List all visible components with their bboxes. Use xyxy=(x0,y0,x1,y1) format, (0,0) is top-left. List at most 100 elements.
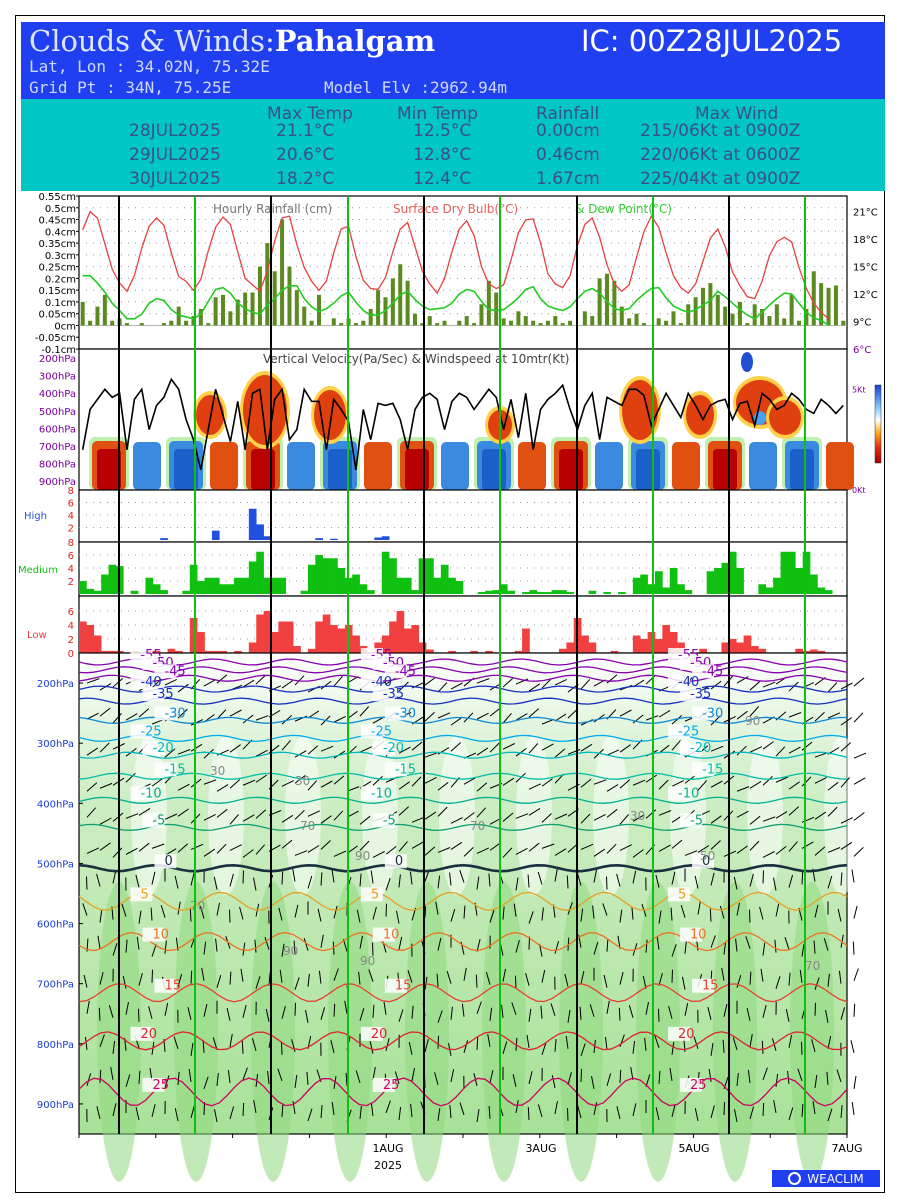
isotherm xyxy=(78,666,848,674)
isotherm xyxy=(78,674,848,682)
vv-shade-core xyxy=(174,449,198,490)
wind-barb xyxy=(279,969,283,983)
wind-barb xyxy=(255,809,267,819)
wind-barb xyxy=(814,711,825,722)
wind-barb xyxy=(307,810,321,817)
logo-icon xyxy=(788,1172,802,1185)
humidity-label: 90 xyxy=(355,849,370,863)
isotherm-label: -45 xyxy=(164,664,185,679)
isotherm-label: -20 xyxy=(690,741,711,756)
wind-barb xyxy=(580,679,591,690)
isotherm-label: -15 xyxy=(395,762,416,777)
wind-barb xyxy=(125,772,136,783)
wind-barb xyxy=(749,815,761,825)
wind-barb xyxy=(814,1002,816,1016)
wind-barb xyxy=(461,1003,465,1017)
wind-barb xyxy=(827,712,841,719)
vv-y-ticks: 200hPa 300hPa 400hPa 500hPa 600hPa 700hPa 800h… xyxy=(39,354,76,488)
cloud-bar xyxy=(662,587,671,594)
isotherm-label-bg xyxy=(130,887,153,902)
wind-barb xyxy=(476,876,480,890)
rain-bar xyxy=(553,316,558,326)
isotherm-label-bg xyxy=(360,887,383,902)
wind-barb xyxy=(554,1038,557,1052)
isotherm-label: -30 xyxy=(164,706,185,721)
isotherm-label: 10 xyxy=(690,928,707,943)
wind-barb xyxy=(761,1040,764,1054)
isotherm xyxy=(78,751,848,759)
isotherm-label: 0 xyxy=(395,854,403,869)
humidity-label: 30 xyxy=(630,809,645,823)
rain-bar xyxy=(538,323,543,326)
rain-bar xyxy=(811,271,816,326)
model-elevation: Model Elv :2962.94m xyxy=(324,78,508,97)
wind-barb xyxy=(359,1105,362,1120)
wind-barb xyxy=(372,906,377,920)
wind-barb xyxy=(823,938,829,951)
wind-barb xyxy=(281,1006,286,1019)
vv-shade-core xyxy=(790,449,814,490)
wind-barb xyxy=(292,1101,296,1115)
cloud-bar xyxy=(248,561,257,594)
cloud-bar xyxy=(743,635,752,653)
cloud-bar xyxy=(706,571,715,594)
wind-barb xyxy=(320,780,333,788)
isotherm-label-bg xyxy=(384,664,407,679)
rain-y-tick: 0.4cm xyxy=(45,227,76,238)
wind-barb xyxy=(762,816,776,822)
rain-bar xyxy=(715,294,720,326)
wind-barb xyxy=(797,1068,803,1082)
rain-bar xyxy=(789,294,794,326)
wind-barb xyxy=(437,781,449,791)
wind-barb xyxy=(332,941,335,955)
humidity-label: 30 xyxy=(295,774,310,788)
isotherm xyxy=(78,863,848,873)
dew-point-legend: & Dew Point(°C) xyxy=(575,202,672,216)
cloud-bar xyxy=(278,621,287,653)
wind-barb xyxy=(826,1071,829,1085)
wind-barb xyxy=(775,846,787,855)
cloud-bar xyxy=(655,639,663,653)
wind-barb xyxy=(174,875,179,889)
wind-barb xyxy=(264,937,270,950)
wind-barb xyxy=(710,840,721,850)
wind-barb xyxy=(437,712,451,719)
wind-barb xyxy=(552,904,556,918)
cloud-bar xyxy=(736,642,744,653)
wind-barb xyxy=(190,778,202,788)
wind-barb xyxy=(719,905,725,919)
wind-barb xyxy=(372,1067,376,1080)
isotherm-label: -25 xyxy=(678,724,699,739)
wind-barb xyxy=(515,847,528,855)
wind-barb xyxy=(138,972,143,986)
wind-barb xyxy=(502,847,513,858)
wind-barb xyxy=(579,1006,582,1020)
wind-barb xyxy=(138,1070,141,1084)
wind-barb xyxy=(307,973,310,987)
wind-barb xyxy=(229,779,241,789)
wind-barb xyxy=(424,846,436,856)
wind-barb xyxy=(242,679,255,688)
wind-barb xyxy=(788,712,802,718)
wind-barb xyxy=(593,848,606,857)
vv-shade-core xyxy=(405,449,429,490)
wind-barb xyxy=(317,908,322,922)
wind-barb xyxy=(525,972,530,986)
cloud-bar xyxy=(211,577,220,594)
wind-barb xyxy=(112,712,122,724)
wind-barb xyxy=(671,969,673,983)
isotherm-label: -45 xyxy=(395,664,416,679)
wind-barb xyxy=(356,909,361,923)
wind-barb xyxy=(541,1042,547,1055)
wind-barb xyxy=(320,1104,323,1118)
wind-barb xyxy=(242,1067,248,1081)
wind-barb xyxy=(528,783,542,790)
wind-barb xyxy=(86,712,99,720)
wind-barb xyxy=(278,907,283,921)
logo-text: WEACLIM xyxy=(807,1171,864,1186)
wind-barb xyxy=(424,1039,429,1052)
wind-barb xyxy=(528,807,541,816)
rain-bar xyxy=(582,311,587,326)
isotherm-label: -35 xyxy=(152,687,173,702)
rain-bar xyxy=(797,320,801,326)
